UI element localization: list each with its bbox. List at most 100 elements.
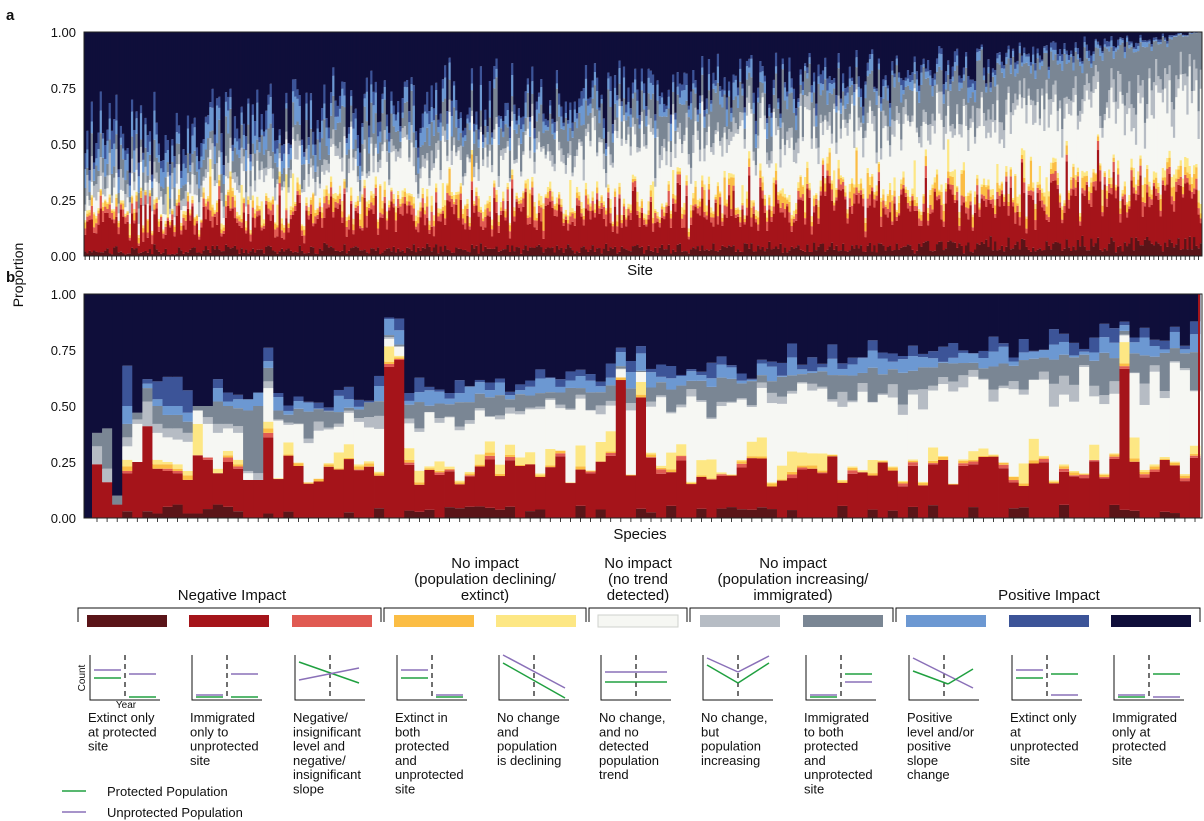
- site-bar-segment: [797, 182, 800, 189]
- site-bar-segment: [886, 140, 890, 194]
- site-bar-segment: [665, 202, 668, 205]
- site-bar-segment: [363, 139, 367, 149]
- site-bar-segment: [130, 247, 134, 256]
- site-bar-segment: [996, 250, 999, 256]
- site-bar-segment: [417, 217, 420, 224]
- site-bar-segment: [466, 208, 469, 216]
- site-bar-segment: [964, 201, 968, 208]
- site-bar-segment: [969, 32, 973, 80]
- site-bar-segment: [213, 210, 217, 213]
- site-bar-segment: [1058, 63, 1062, 101]
- site-bar-segment: [410, 205, 414, 215]
- site-bar-segment: [233, 138, 237, 148]
- site-bar-segment: [540, 32, 543, 80]
- site-bar-segment: [620, 138, 624, 146]
- site-bar-segment: [430, 205, 434, 212]
- site-bar-segment: [495, 246, 499, 256]
- site-bar-segment: [947, 74, 950, 92]
- site-bar-segment: [649, 99, 653, 119]
- site-bar-segment: [482, 251, 485, 256]
- site-bar-segment: [810, 216, 814, 222]
- site-bar-segment: [151, 181, 154, 188]
- site-bar-segment: [1085, 181, 1089, 185]
- site-bar-segment: [291, 139, 295, 174]
- site-bar-segment: [128, 235, 132, 238]
- site-bar-segment: [759, 72, 762, 82]
- site-bar-segment: [515, 201, 519, 248]
- site-bar-segment: [647, 93, 651, 110]
- site-bar-segment: [303, 226, 306, 230]
- site-bar-segment: [1005, 171, 1008, 177]
- site-bar-segment: [528, 136, 532, 151]
- site-bar-segment: [401, 128, 405, 139]
- site-bar-segment: [598, 107, 601, 111]
- site-bar-segment: [522, 249, 525, 256]
- site-bar-segment: [788, 128, 791, 149]
- site-bar-segment: [202, 143, 206, 160]
- site-bar-segment: [506, 102, 510, 111]
- site-bar-segment: [403, 191, 407, 197]
- site-bar-segment: [139, 204, 143, 253]
- site-bar-segment: [683, 251, 686, 256]
- site-bar-segment: [638, 115, 642, 125]
- site-bar-segment: [274, 187, 277, 201]
- site-bar-segment: [184, 211, 188, 215]
- site-bar-segment: [801, 186, 805, 195]
- site-bar-segment: [839, 138, 843, 176]
- site-bar-segment: [312, 194, 315, 224]
- site-bar-segment: [1041, 192, 1044, 201]
- site-bar-segment: [900, 179, 903, 184]
- site-bar-segment: [584, 208, 588, 250]
- site-bar-segment: [757, 87, 760, 98]
- site-bar-segment: [142, 152, 145, 160]
- site-bar-segment: [119, 169, 123, 190]
- site-bar-segment: [160, 214, 163, 216]
- site-bar-segment: [694, 249, 698, 256]
- site-bar-segment: [864, 81, 867, 85]
- site-bar-segment: [808, 182, 812, 189]
- site-bar-segment: [115, 172, 118, 195]
- site-bar-segment: [229, 171, 232, 177]
- site-bar-segment: [835, 197, 838, 201]
- site-bar-segment: [1076, 239, 1080, 256]
- site-bar-segment: [1049, 42, 1053, 48]
- site-bar-segment: [683, 209, 686, 215]
- site-bar-segment: [897, 112, 901, 124]
- site-bar-segment: [343, 32, 347, 83]
- site-bar-segment: [350, 187, 353, 196]
- site-bar-segment: [663, 32, 666, 104]
- site-bar-segment: [374, 176, 378, 185]
- site-bar-segment: [940, 91, 944, 120]
- site-bar-segment: [763, 251, 767, 256]
- site-bar-segment: [452, 194, 456, 202]
- site-bar-segment: [546, 204, 550, 248]
- site-bar-segment: [482, 221, 485, 230]
- site-bar-segment: [537, 142, 541, 194]
- site-bar-segment: [848, 183, 852, 192]
- site-bar-segment: [1096, 41, 1100, 45]
- site-bar-segment: [388, 204, 391, 208]
- site-bar-segment: [821, 121, 825, 136]
- site-bar-segment: [350, 204, 353, 249]
- site-bar-segment: [1076, 59, 1080, 116]
- site-bar-segment: [611, 248, 615, 256]
- site-bar-segment: [298, 106, 302, 125]
- site-bar-segment: [951, 81, 955, 124]
- site-bar-segment: [383, 196, 387, 204]
- site-bar-segment: [1000, 32, 1004, 62]
- site-bar-segment: [1049, 47, 1053, 52]
- site-bar-segment: [244, 171, 248, 193]
- site-bar-segment: [162, 238, 165, 253]
- site-bar-segment: [862, 193, 865, 199]
- site-bar-segment: [117, 234, 121, 253]
- site-bar-segment: [835, 189, 838, 198]
- site-bar-segment: [124, 194, 127, 208]
- site-bar-segment: [613, 103, 617, 120]
- site-bar-segment: [110, 173, 114, 196]
- site-bar-segment: [795, 213, 798, 221]
- site-bar-segment: [978, 49, 982, 52]
- site-bar-segment: [329, 187, 333, 197]
- site-bar-segment: [819, 83, 823, 96]
- site-bar-segment: [1047, 32, 1051, 67]
- site-bar-segment: [913, 210, 917, 254]
